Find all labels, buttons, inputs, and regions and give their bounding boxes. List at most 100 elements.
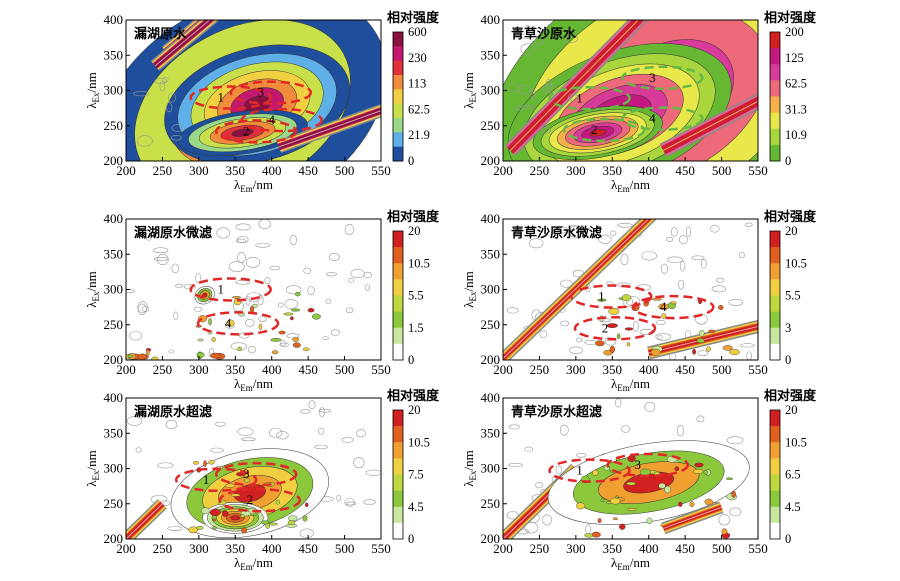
fluorescence-speckles-spot — [271, 350, 279, 355]
fluorescence-speckles-spot — [600, 498, 605, 503]
y-tick-label: 250 — [481, 496, 501, 511]
colorbar-segment — [770, 247, 780, 264]
noise-loop — [520, 104, 535, 110]
fluorescence-speckles-spot — [694, 462, 704, 468]
noise-loop — [517, 85, 531, 95]
colorbar-segment — [770, 311, 780, 329]
colorbar-segment — [393, 132, 403, 148]
x-tick-label: 400 — [262, 541, 282, 556]
colorbar-segment — [393, 442, 403, 459]
noise-loop — [277, 302, 284, 308]
fluorescence-speckles-spot — [692, 348, 696, 355]
colorbar-tick-label: 3 — [785, 321, 791, 335]
x-tick-label: 500 — [335, 362, 355, 377]
noise-loop — [199, 231, 212, 239]
edge-speckles-spot — [151, 356, 159, 360]
noise-loop — [239, 332, 250, 339]
noise-loop — [569, 346, 583, 355]
y-tick-label: 200 — [104, 352, 124, 367]
colorbar-segment — [770, 327, 780, 345]
fluorescence-speckles-spot — [704, 498, 713, 506]
noise-loop — [129, 331, 143, 341]
colorbar-segment — [770, 410, 780, 427]
noise-loop — [365, 469, 381, 476]
region-label-1: 1 — [598, 289, 605, 304]
colorbar-tick-label: 6.5 — [785, 468, 801, 482]
noise-loop — [341, 437, 354, 443]
colorbar-segment — [393, 311, 403, 329]
noise-loop — [598, 234, 612, 244]
fluorescence-core-lower — [177, 109, 308, 156]
fluorescence-speckles-spot — [302, 347, 310, 352]
y-tick-label: 300 — [481, 461, 501, 476]
noise-loop — [614, 398, 622, 408]
noise-loop — [280, 340, 286, 347]
colorbar-segment — [770, 490, 780, 508]
fluorescence-speckles-spot — [188, 526, 199, 534]
noise — [126, 400, 381, 539]
noise-loop — [678, 235, 688, 245]
fluorescence-speckles-spot — [670, 301, 677, 305]
fluorescence-speckles-spot — [597, 518, 602, 523]
x-tick-label: 350 — [226, 163, 246, 178]
x-tick-label: 250 — [153, 362, 173, 377]
colorbar-segment — [393, 89, 403, 105]
noise-loop — [171, 134, 182, 141]
x-tick-label: 400 — [262, 362, 282, 377]
region-ellipse-3 — [229, 80, 313, 105]
colorbar-frame — [392, 31, 404, 162]
fluorescence-speckles-spot — [627, 508, 637, 511]
region-label-1: 1 — [217, 282, 224, 297]
noise-loop — [314, 444, 328, 450]
noise-loop — [711, 285, 726, 293]
fluorescence-speckles-spot — [619, 523, 626, 530]
noise-loop — [542, 514, 552, 526]
colorbar-frame — [769, 31, 781, 162]
region-ellipse-4 — [632, 294, 715, 320]
noise — [133, 26, 184, 147]
fluorescence-speckles-spot — [212, 518, 216, 522]
region-label-2: 2 — [247, 492, 254, 507]
y-tick-label: 200 — [481, 352, 501, 367]
noise-loop — [258, 316, 267, 322]
region-label-4: 4 — [225, 315, 232, 330]
noise-loop — [364, 284, 370, 291]
region-ellipse-1 — [189, 85, 272, 110]
colorbar-segment — [393, 75, 403, 90]
panel-title: 漏湖原水超滤 — [134, 404, 212, 420]
region-label-4: 4 — [649, 111, 656, 126]
fluorescence-core — [202, 502, 269, 534]
x-tick-label: 350 — [603, 541, 623, 556]
fluorescence-speckles-spot — [292, 337, 300, 342]
x-tick-label: 550 — [371, 163, 391, 178]
colorbar-segment — [770, 506, 780, 524]
noise-loop — [363, 499, 376, 505]
noise-loop — [524, 446, 534, 452]
noise-loop — [641, 251, 657, 261]
fluorescence-speckles-spot — [639, 468, 651, 476]
colorbar-tick-label: 10.5 — [785, 435, 807, 449]
fluorescence-peak-level — [589, 129, 607, 137]
colorbar-segment — [393, 279, 403, 296]
fluorescence-speckles-spot — [592, 469, 599, 476]
fluorescence-speckles-spot — [201, 507, 210, 515]
second-order-band-highlight — [663, 100, 758, 151]
y-tick-label: 350 — [481, 425, 501, 440]
x-tick-label: 200 — [493, 163, 513, 178]
noise-loop — [126, 416, 143, 426]
y-tick-label: 400 — [481, 390, 501, 405]
fluorescence-speckles-spot — [612, 517, 618, 521]
colorbar-frame — [392, 230, 404, 361]
region-ellipse-1 — [548, 458, 631, 483]
y-axis-label: λEx/nm — [84, 271, 101, 308]
rayleigh-band-1-highlight — [503, 219, 650, 359]
noise-loop — [318, 408, 332, 413]
noise-loop — [728, 298, 743, 306]
noise-loop — [136, 135, 153, 147]
noise-loop — [620, 253, 629, 266]
x-tick-label: 400 — [639, 163, 659, 178]
colorbar-segment — [393, 146, 403, 162]
x-tick-label: 300 — [189, 163, 209, 178]
region-label-1: 1 — [576, 90, 583, 105]
